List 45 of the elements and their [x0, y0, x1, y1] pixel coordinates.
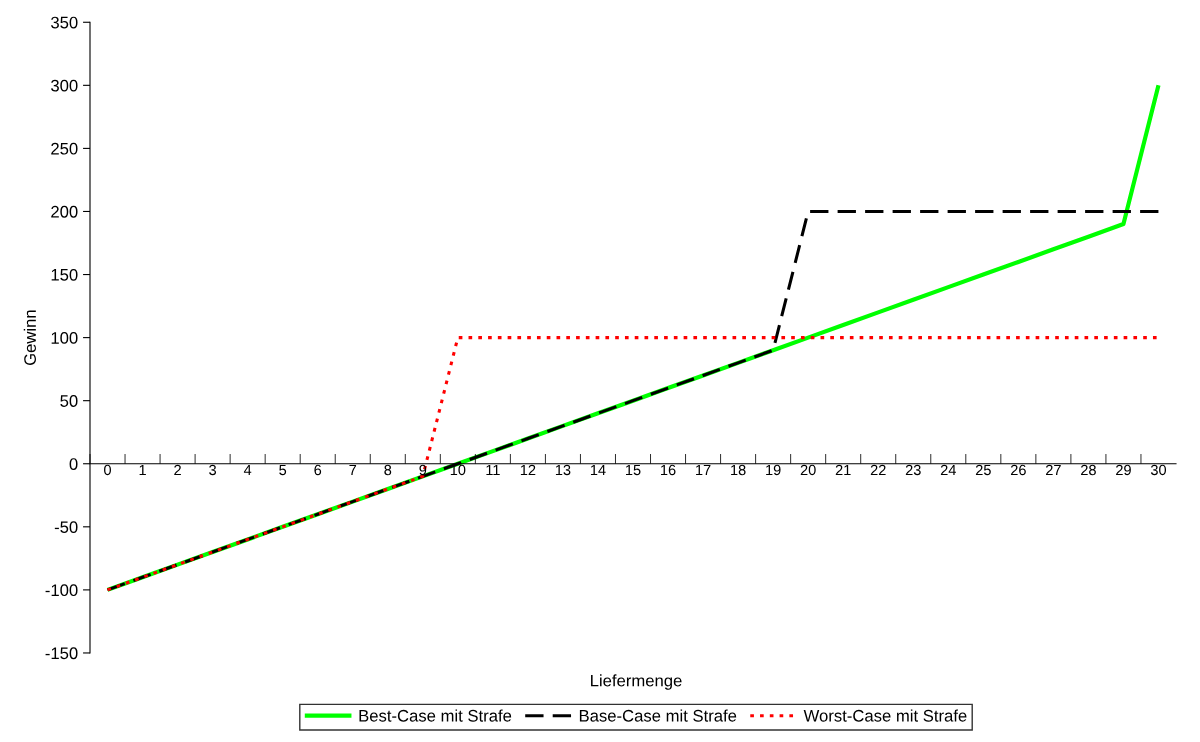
x-tick-label: 29: [1116, 464, 1131, 476]
y-tick-label: 100: [51, 332, 78, 344]
x-tick-label: 22: [870, 464, 886, 476]
y-tick-label: -150: [45, 647, 78, 660]
x-tick-label: 26: [1010, 464, 1026, 476]
x-tick-label: 23: [905, 464, 921, 476]
x-tick-label: 8: [384, 464, 392, 476]
y-tick-label: 50: [60, 395, 78, 407]
y-tick-label: -50: [54, 521, 78, 534]
x-tick-label: 24: [940, 464, 956, 476]
x-tick-label: 7: [349, 464, 357, 476]
x-tick-label: 15: [626, 464, 641, 476]
x-tick-label: 5: [279, 464, 287, 476]
y-tick-label: 300: [51, 79, 78, 92]
x-tick-label: 25: [975, 464, 991, 476]
x-tick-label: 3: [209, 464, 217, 476]
x-tick-label: 20: [800, 464, 816, 476]
x-tick-label: 14: [590, 464, 606, 476]
x-tick-label: 13: [555, 464, 571, 476]
legend-label: Worst-Case mit Strafe: [803, 709, 967, 722]
y-tick-label: 150: [51, 268, 78, 281]
y-tick-label: 200: [51, 205, 78, 218]
y-tick-label: 250: [51, 142, 78, 155]
x-tick-label: 17: [696, 464, 711, 476]
y-tick-label: -100: [45, 584, 78, 597]
x-tick-label: 21: [835, 464, 851, 476]
x-tick-label: 0: [104, 464, 111, 476]
y-tick-label: 350: [51, 16, 78, 29]
x-tick-label: 2: [174, 464, 181, 476]
x-tick-label: 11: [486, 464, 500, 476]
x-tick-label: 16: [661, 464, 676, 476]
x-tick-label: 6: [314, 464, 322, 476]
x-tick-label: 30: [1150, 464, 1167, 476]
x-axis-title: Liefermenge: [591, 674, 682, 690]
x-tick-label: 4: [243, 464, 252, 476]
x-tick-label: 27: [1046, 464, 1061, 476]
legend-label: Best-Case mit Strafe: [359, 709, 512, 722]
x-tick-label: 12: [520, 464, 536, 476]
x-tick-label: 9: [419, 464, 427, 476]
y-axis-title: Gewinn: [23, 310, 36, 366]
x-tick-label: 18: [731, 464, 746, 476]
x-tick-label: 1: [139, 464, 146, 476]
x-tick-label: 19: [766, 464, 781, 476]
x-tick-label: 28: [1081, 464, 1096, 476]
legend-label: Base-Case mit Strafe: [579, 709, 737, 722]
